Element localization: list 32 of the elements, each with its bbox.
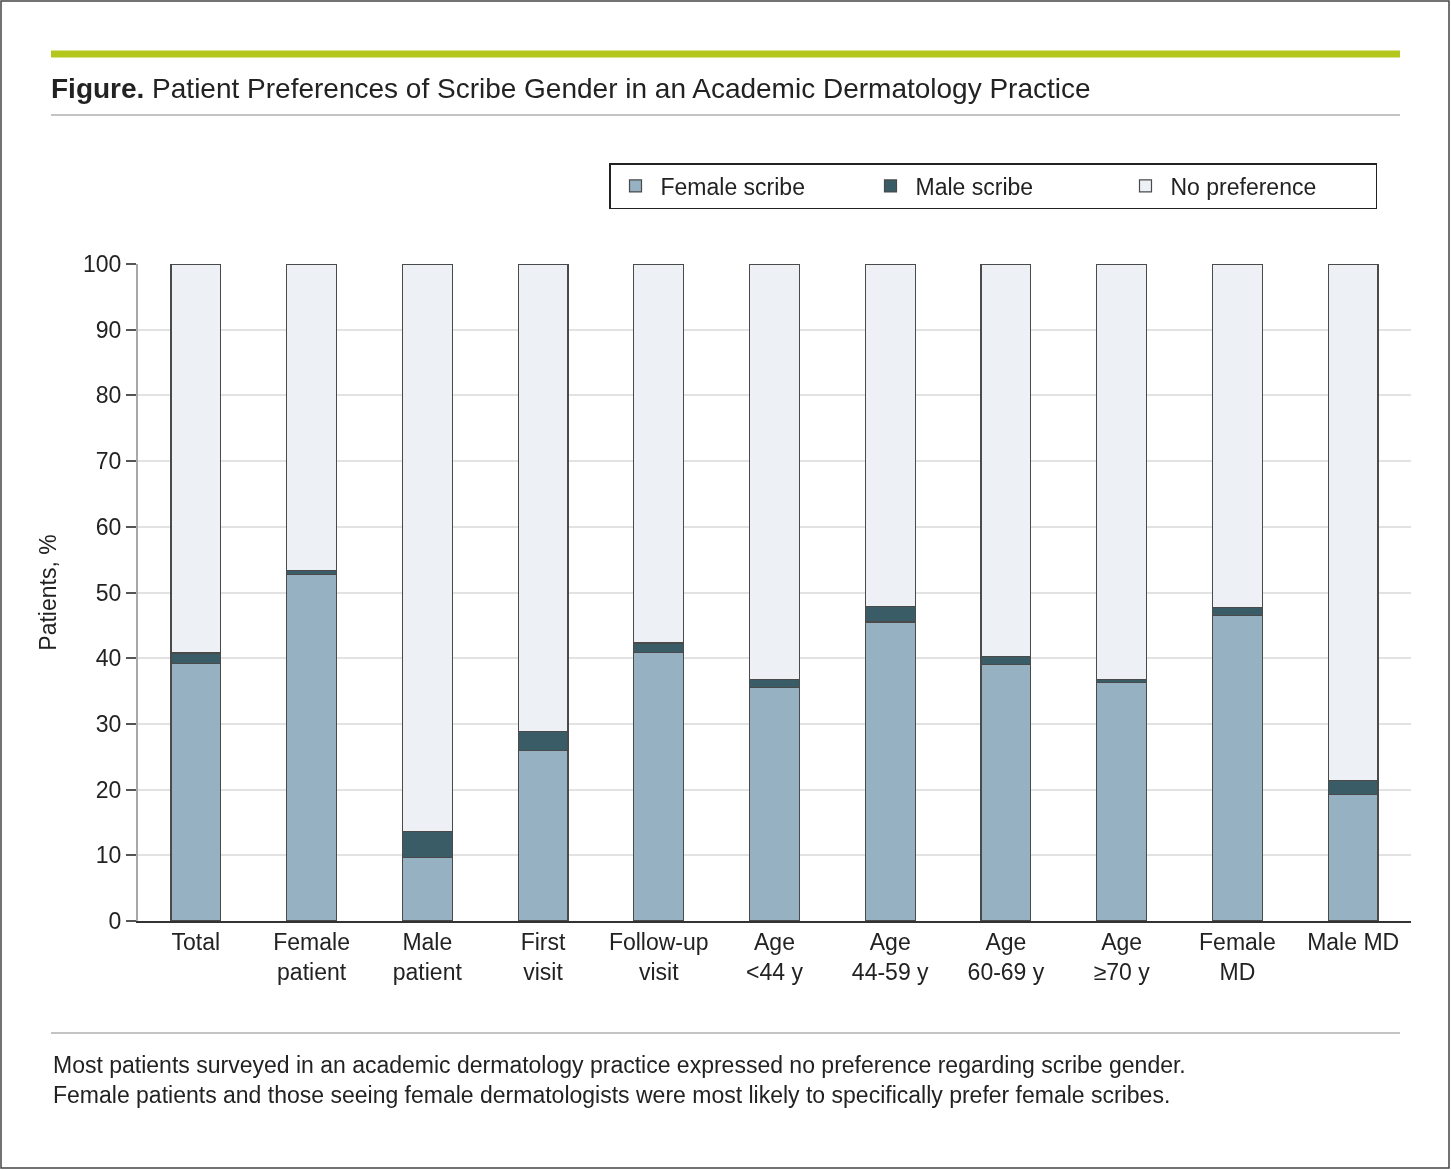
y-tick-label: 0 [108,908,122,935]
x-tick-label: Total [171,929,221,956]
y-tick-label: 30 [95,710,122,737]
bar [286,264,338,572]
x-tick-label: Female MD [1199,929,1276,986]
y-axis-title: Patients, % [34,534,61,651]
x-tick-label: Male MD [1307,929,1400,956]
x-tick-label: Age 60-69 y [967,929,1045,986]
y-tick-label: 60 [95,513,122,540]
x-tick-label: Age 44-59 y [851,929,930,986]
bar [1096,264,1148,680]
x-tick-label: Age ≥70 y [1093,929,1151,986]
legend-label: Female scribe [660,173,805,200]
bar [1096,681,1148,921]
text: Most patients surveyed in an academic dermatology practice expressed no preference regarding scribe gender. Female patients and those seeing female dermatologists were most likely to specifically prefer female scribes. [53,1052,1186,1108]
x-tick-label: Male patient [392,929,463,986]
y-tick-label: 40 [95,645,122,672]
legend-label: Male scribe [915,173,1034,200]
y-tick-label: 10 [95,842,122,869]
y-tick-label: 20 [95,776,122,803]
y-tick-label: 90 [95,316,122,343]
x-tick-label: Age <44 y [746,929,804,986]
legend-label: No preference [1170,173,1317,200]
y-tick-label: 80 [95,382,122,409]
bar [286,574,338,921]
x-tick-label: Follow-up visit [608,929,709,986]
x-tick-label: First visit [520,929,567,986]
x-tick-label: Female patient [273,929,350,986]
y-tick-label: 70 [95,448,122,475]
y-tick-label: 100 [83,251,122,278]
y-tick-label: 50 [95,579,122,606]
chart-title: Figure. Patient Preferences of Scribe Gender in an Academic Dermatology Practice [51,72,1091,104]
